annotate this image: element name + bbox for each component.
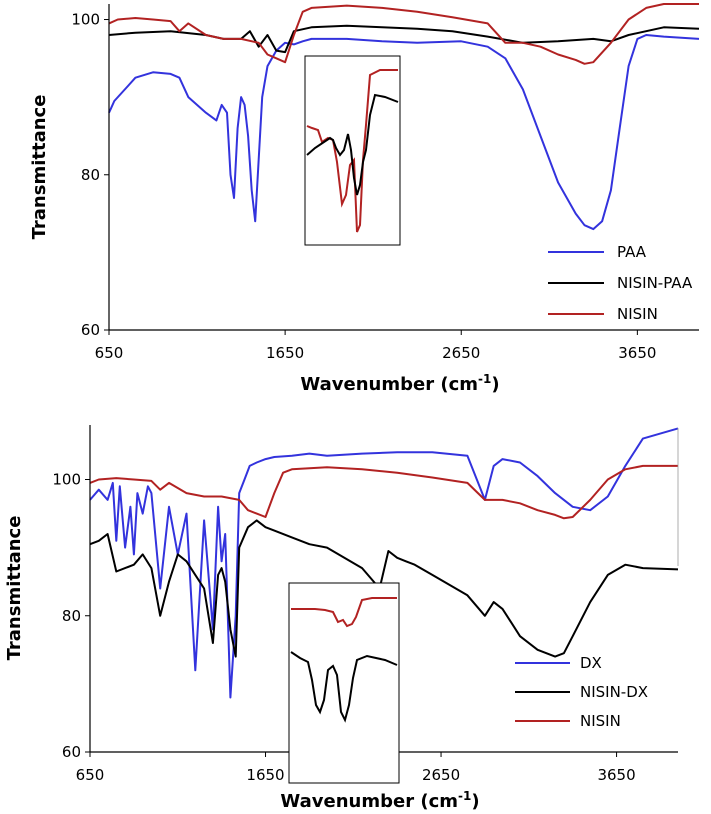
- top-y-tick-label: 60: [81, 321, 100, 339]
- bottom-y-tick-label: 80: [62, 607, 81, 625]
- bottom-x-tick-label: 3650: [597, 766, 635, 784]
- bottom-inset-frame: [288, 582, 400, 784]
- bottom-series-dx-line: [89, 427, 679, 699]
- top-inset-nisin-paa-line: [306, 93, 399, 196]
- bottom-x-tick-label: 650: [76, 766, 105, 784]
- bottom-x-axis-label-main: Wavenumber (cm: [280, 791, 458, 812]
- top-x-axis-label-close: ): [491, 374, 499, 395]
- bottom-inset-nisin-line: [291, 597, 397, 628]
- top-legend-label-nisin-paa: NISIN-PAA: [617, 274, 693, 292]
- top-y-axis-label: Transmittance: [29, 95, 50, 240]
- top-y-tick-label: 80: [81, 166, 100, 184]
- bottom-x-axis-label: Wavenumber (cm-1): [280, 789, 479, 812]
- bottom-legend: DX NISIN-DX NISIN: [515, 654, 648, 730]
- top-x-axis-label-sup: -1: [478, 372, 491, 386]
- bottom-inset: [288, 582, 400, 784]
- bottom-series-nisin-line: [89, 464, 678, 520]
- bottom-series-nisin-dx-line: [89, 519, 679, 658]
- top-inset-frame: [304, 55, 401, 246]
- bottom-y-tick-label: 100: [52, 471, 81, 489]
- top-ticks: 650 1650 2650 3650 60 80 100: [71, 11, 656, 362]
- bottom-x-tick-label: 1650: [246, 766, 284, 784]
- top-x-tick-label: 3650: [618, 344, 656, 362]
- top-x-axis-label: Wavenumber (cm-1): [300, 372, 499, 395]
- bottom-y-axis-label: Transmittance: [4, 516, 25, 661]
- bottom-y-tick-label: 60: [62, 743, 81, 761]
- top-legend: PAA NISIN-PAA NISIN: [548, 243, 693, 323]
- bottom-plot-area: [89, 427, 679, 699]
- top-inset: [304, 55, 401, 246]
- top-inset-nisin-line: [306, 69, 398, 233]
- top-series-paa-line: [108, 34, 700, 231]
- bottom-x-axis-label-sup: -1: [458, 789, 471, 803]
- bottom-x-tick-label: 2650: [422, 766, 460, 784]
- bottom-ticks: 650 1650 2650 3650 60 80 100: [52, 471, 635, 785]
- bottom-panel: 650 1650 2650 3650 60 80 100 Transmittance Wav…: [4, 425, 679, 812]
- top-y-tick-label: 100: [71, 11, 100, 29]
- bottom-legend-label-nisin-dx: NISIN-DX: [580, 683, 648, 701]
- bottom-legend-label-dx: DX: [580, 654, 602, 672]
- top-x-tick-label: 650: [95, 344, 124, 362]
- bottom-inset-nisin-dx-line: [290, 651, 398, 723]
- top-legend-label-paa: PAA: [617, 243, 647, 261]
- top-x-tick-label: 1650: [266, 344, 304, 362]
- top-panel: 650 1650 2650 3650 60 80 100 Transmittance Wav…: [29, 3, 700, 395]
- top-x-tick-label: 2650: [442, 344, 480, 362]
- top-plot-area: [108, 3, 700, 231]
- bottom-x-axis-label-close: ): [471, 791, 479, 812]
- top-x-axis-label-main: Wavenumber (cm: [300, 374, 478, 395]
- bottom-legend-label-nisin: NISIN: [580, 712, 621, 730]
- top-series-nisin-line: [108, 3, 699, 65]
- top-legend-label-nisin: NISIN: [617, 305, 658, 323]
